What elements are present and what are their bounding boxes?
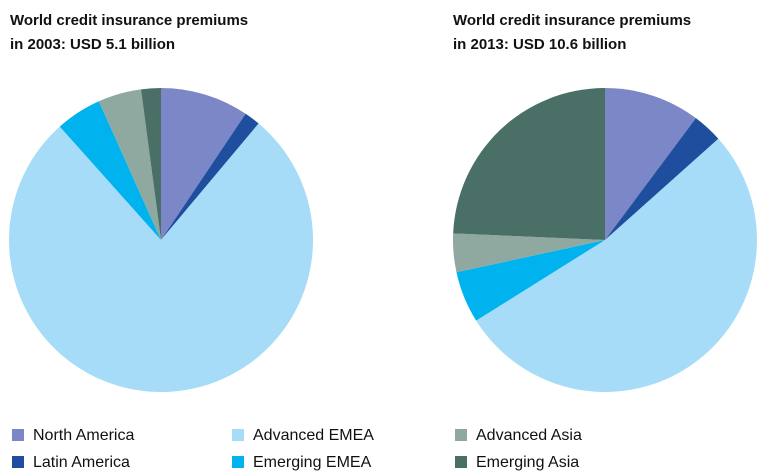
- pie-slice: [98, 89, 161, 240]
- legend-label: North America: [33, 427, 134, 444]
- legend-swatch: [455, 429, 467, 441]
- legend-swatch: [455, 456, 467, 468]
- legend-swatch: [232, 429, 244, 441]
- pie-slice: [141, 88, 161, 240]
- pie-slice: [161, 88, 246, 240]
- pie-slice: [9, 123, 314, 393]
- legend-label: Advanced Asia: [476, 427, 582, 444]
- chart-title: World credit insurance premiums: [453, 12, 691, 29]
- legend-label: Advanced EMEA: [253, 427, 374, 444]
- pie-slice: [59, 101, 161, 241]
- pie-slice: [453, 88, 605, 240]
- legend-label: Latin America: [33, 454, 130, 471]
- pie-slice: [605, 118, 719, 240]
- pie-slice: [456, 240, 605, 321]
- chart-title: in 2013: USD 10.6 billion: [453, 36, 626, 53]
- legend-swatch: [12, 429, 24, 441]
- chart-title: World credit insurance premiums: [10, 12, 248, 29]
- legend-swatch: [12, 456, 24, 468]
- legend-label: Emerging EMEA: [253, 454, 372, 471]
- pie-slice: [453, 233, 605, 273]
- pie-slice: [476, 138, 757, 392]
- legend-label: Emerging Asia: [476, 454, 579, 471]
- legend-swatch: [232, 456, 244, 468]
- pie-slice: [605, 88, 696, 240]
- chart-title: in 2003: USD 5.1 billion: [10, 36, 175, 53]
- pie-slice: [161, 113, 259, 240]
